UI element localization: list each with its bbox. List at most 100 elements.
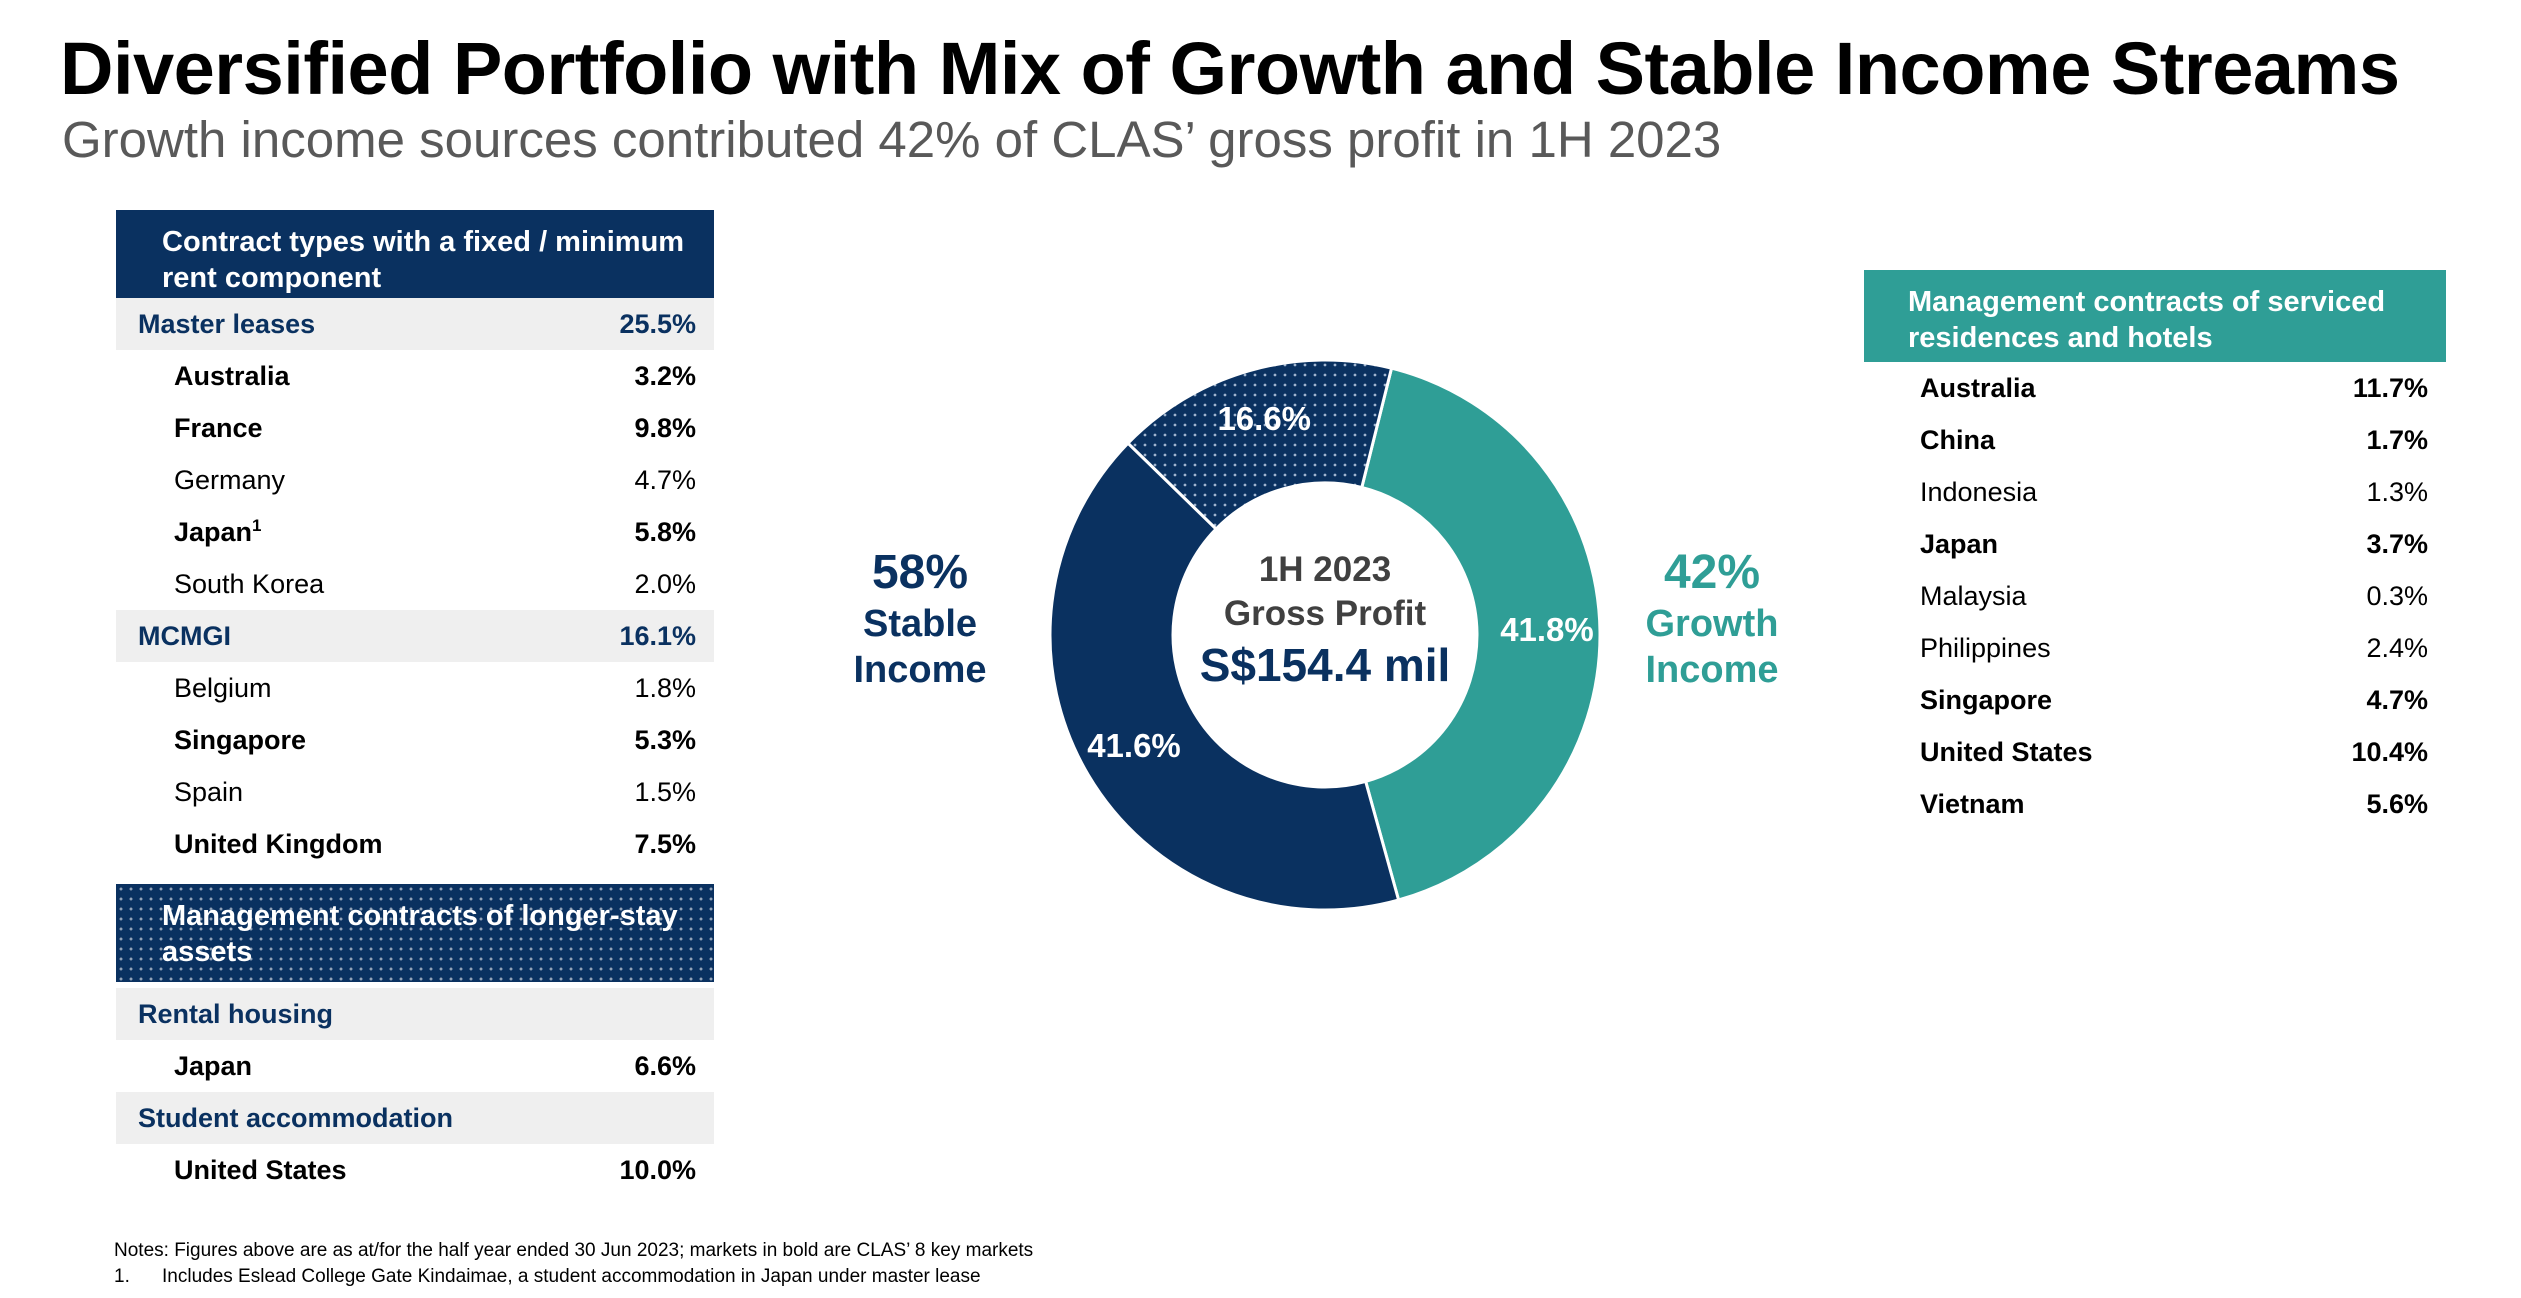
table-row: Belgium 1.8%: [116, 662, 714, 714]
group-label: Rental housing: [138, 998, 333, 1029]
market-value: 1.7%: [2366, 424, 2428, 455]
growth-income-line2: Income: [1645, 649, 1779, 691]
market-value: 2.0%: [634, 568, 696, 599]
longer-stay-panel: Management contracts of longer-stay asse…: [116, 884, 714, 1196]
group-value: 25.5%: [619, 308, 696, 339]
footnote-text: Includes Eslead College Gate Kindaimae, …: [162, 1266, 981, 1287]
stable-income-pct: 58%: [871, 546, 969, 599]
table-row: Indonesia 1.3%: [1864, 466, 2446, 518]
table-row: Spain 1.5%: [116, 766, 714, 818]
growth-income-label: 42% Growth Income: [1612, 545, 1812, 693]
market-label: Philippines: [1920, 632, 2051, 663]
page-subtitle: Growth income sources contributed 42% of…: [62, 111, 1722, 168]
market-value: 10.0%: [619, 1154, 696, 1185]
stable-income-label: 58% Stable Income: [820, 545, 1020, 693]
market-label: Japan: [1920, 528, 1999, 559]
stable-income-line1: Stable: [862, 603, 978, 645]
market-value: 0.3%: [2366, 580, 2428, 611]
longer-stay-header: Management contracts of longer-stay asse…: [116, 884, 714, 982]
market-value: 1.5%: [634, 776, 696, 807]
center-period: 1H 2023: [1258, 550, 1392, 589]
market-label: South Korea: [174, 568, 325, 599]
market-label: Australia: [1920, 372, 2036, 403]
table-row: Australia 3.2%: [116, 350, 714, 402]
market-value: 1.8%: [634, 672, 696, 703]
market-label: Singapore: [174, 724, 307, 755]
market-label: Vietnam: [1920, 788, 2025, 819]
donut-slice-label-1: 41.6%: [1087, 727, 1181, 764]
market-label: Indonesia: [1920, 476, 2038, 507]
group-label: MCMGI: [138, 620, 231, 651]
market-value: 7.5%: [634, 828, 696, 859]
footnote-marker: 1: [252, 516, 262, 535]
stable-income-line2: Income: [853, 649, 987, 691]
table-row: Singapore 4.7%: [1864, 674, 2446, 726]
market-label: France: [174, 412, 263, 443]
notes-line-2: 1. Includes Eslead College Gate Kindaimae…: [114, 1266, 981, 1288]
table-row: United Kingdom 7.5%: [116, 818, 714, 870]
market-label: United Kingdom: [174, 828, 383, 859]
donut-slice-label-0: 41.8%: [1500, 611, 1594, 648]
fixed-rent-header: Contract types with a fixed / minimum re…: [116, 210, 714, 298]
table-row: United States 10.4%: [1864, 726, 2446, 778]
table-row: Japan 3.7%: [1864, 518, 2446, 570]
table-row: Philippines 2.4%: [1864, 622, 2446, 674]
market-label: Japan1: [174, 516, 262, 548]
fixed-rent-panel: Contract types with a fixed / minimum re…: [116, 210, 714, 870]
donut-slice-label-2: 16.6%: [1217, 400, 1311, 437]
serviced-residences-panel: Management contracts of serviced residen…: [1864, 270, 2446, 830]
market-label: Singapore: [1920, 684, 2053, 715]
table-row: Malaysia 0.3%: [1864, 570, 2446, 622]
market-value: 6.6%: [634, 1050, 696, 1081]
market-value: 3.7%: [2366, 528, 2428, 559]
table-row: France 9.8%: [116, 402, 714, 454]
market-value: 2.4%: [2366, 632, 2428, 663]
market-label: United States: [1920, 736, 2093, 767]
table-row: China 1.7%: [1864, 414, 2446, 466]
table-row: Australia 11.7%: [1864, 362, 2446, 414]
market-value: 5.8%: [634, 516, 696, 547]
group-label: Master leases: [138, 308, 316, 339]
donut-slice-2: [1125, 358, 1394, 532]
market-value: 11.7%: [2352, 372, 2428, 403]
group-row-student-accommodation: Student accommodation: [116, 1092, 714, 1144]
page-title: Diversified Portfolio with Mix of Growth…: [60, 27, 2400, 110]
table-row: Vietnam 5.6%: [1864, 778, 2446, 830]
table-row: South Korea 2.0%: [116, 558, 714, 610]
market-label: Malaysia: [1920, 580, 2027, 611]
group-row-mcmgi: MCMGI 16.1%: [116, 610, 714, 662]
notes-line-1: Notes: Figures above are as at/for the h…: [114, 1240, 1034, 1261]
growth-income-pct: 42%: [1663, 546, 1761, 599]
group-value: 16.1%: [619, 620, 696, 651]
group-row-rental-housing: Rental housing: [116, 988, 714, 1040]
group-label: Student accommodation: [138, 1102, 454, 1133]
market-value: 5.3%: [634, 724, 696, 755]
table-row: United States 10.0%: [116, 1144, 714, 1196]
market-label-text: Japan: [174, 517, 253, 547]
market-label: Japan: [174, 1050, 253, 1081]
market-label: Belgium: [174, 672, 272, 703]
donut-slice-0: [1359, 366, 1602, 902]
market-label: China: [1920, 424, 1996, 455]
table-row: Germany 4.7%: [116, 454, 714, 506]
market-value: 9.8%: [634, 412, 696, 443]
donut-slice-1: [1048, 441, 1401, 912]
serviced-residences-header: Management contracts of serviced residen…: [1864, 270, 2446, 362]
table-row: Singapore 5.3%: [116, 714, 714, 766]
donut-center: 1H 2023 Gross Profit S$154.4 mil: [1145, 548, 1505, 694]
market-label: Spain: [174, 776, 244, 807]
market-label: Germany: [174, 464, 286, 495]
center-metric: Gross Profit: [1223, 594, 1427, 633]
gross-profit-donut-chart: 41.8% 41.6% 16.6%: [1048, 358, 1602, 912]
market-value: 3.2%: [634, 360, 696, 391]
market-value: 10.4%: [2351, 736, 2428, 767]
footnote-number: 1.: [114, 1266, 130, 1287]
table-row: Japan 6.6%: [116, 1040, 714, 1092]
market-value: 4.7%: [634, 464, 696, 495]
table-row: Japan1 5.8%: [116, 506, 714, 558]
market-value: 1.3%: [2366, 476, 2428, 507]
market-label: United States: [174, 1154, 347, 1185]
growth-income-line1: Growth: [1645, 603, 1779, 645]
market-value: 5.6%: [2366, 788, 2428, 819]
group-row-master-leases: Master leases 25.5%: [116, 298, 714, 350]
